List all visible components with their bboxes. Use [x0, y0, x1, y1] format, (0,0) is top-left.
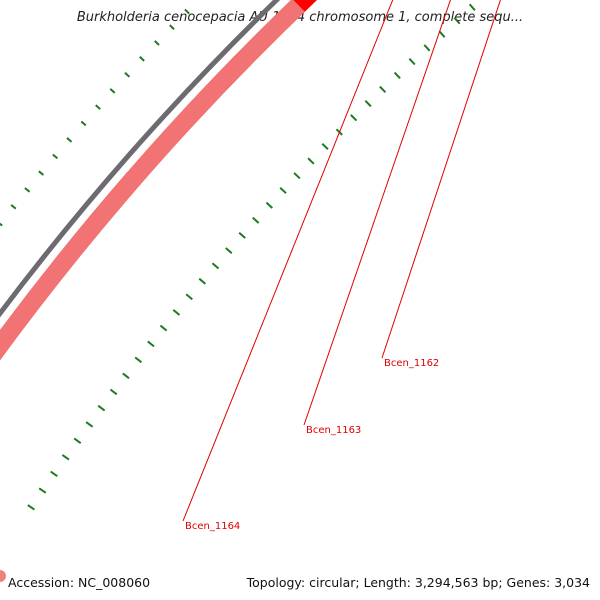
gene-label-leader — [381, 0, 501, 359]
gene-label: Bcen_1163 — [306, 425, 361, 436]
ruler-tick-outer — [80, 120, 87, 127]
ruler-tick-inner — [393, 71, 401, 80]
gene-label: Bcen_1162 — [384, 358, 439, 369]
ruler-tick-outer — [38, 170, 45, 176]
ruler-ticks — [0, 3, 476, 511]
ruler-tick-inner — [134, 356, 143, 364]
ruler-tick-inner — [185, 293, 193, 301]
ruler-tick-inner — [122, 372, 130, 380]
ruler-tick-inner — [147, 340, 155, 348]
ruler-tick-inner — [408, 57, 416, 66]
ruler-tick-outer — [24, 187, 31, 193]
ruler-tick-outer — [95, 104, 101, 110]
ruler-tick-inner — [61, 454, 70, 461]
ruler-tick-outer — [66, 137, 73, 143]
ruler-tick-inner — [265, 201, 273, 209]
ruler-tick-inner — [109, 388, 118, 396]
feature-edge-marker — [0, 570, 6, 582]
ruler-tick-inner — [38, 487, 47, 494]
backbone-track — [0, 0, 281, 318]
ruler-tick-inner — [50, 470, 58, 477]
ruler-tick-inner — [252, 216, 260, 224]
ruler-tick-outer — [109, 88, 116, 94]
ruler-tick-outer — [139, 56, 145, 62]
ruler-tick-outer — [154, 40, 160, 46]
ruler-tick-inner — [468, 3, 476, 11]
gene-label-leader — [303, 0, 451, 426]
ruler-tick-inner — [350, 114, 358, 122]
ruler-tick-outer — [124, 72, 131, 78]
ruler-tick-inner — [423, 44, 431, 52]
accession-text: Accession: NC_008060 — [8, 575, 151, 590]
ruler-tick-inner — [279, 186, 287, 194]
ruler-tick-inner — [238, 231, 246, 239]
ruler-tick-outer — [10, 204, 17, 210]
ruler-tick-inner — [85, 421, 94, 428]
forward-feature-highlight — [0, 0, 305, 361]
ruler-tick-inner — [172, 309, 181, 316]
ruler-tick-inner — [27, 504, 35, 511]
ruler-tick-outer — [169, 24, 175, 30]
ruler-tick-inner — [293, 172, 301, 180]
ruler-tick-inner — [225, 247, 233, 254]
ruler-tick-inner — [379, 85, 387, 93]
ruler-tick-inner — [73, 437, 82, 444]
gene-label-leader — [182, 0, 394, 522]
feature-tracks — [0, 0, 318, 361]
ruler-tick-inner — [453, 17, 461, 25]
ruler-tick-outer — [52, 153, 59, 160]
ruler-tick-inner — [159, 324, 168, 332]
ruler-tick-outer — [0, 222, 3, 227]
ruler-tick-inner — [211, 262, 220, 270]
ruler-tick-inner — [97, 404, 106, 412]
ruler-tick-inner — [321, 142, 329, 150]
topology-summary: Topology: circular; Length: 3,294,563 bp… — [246, 575, 590, 590]
ruler-tick-inner — [364, 99, 372, 108]
gene-labels: Bcen_1162 Bcen_1163 Bcen_1164 — [182, 0, 501, 532]
ruler-tick-outer — [184, 8, 190, 15]
gene-label: Bcen_1164 — [185, 521, 240, 532]
forward-strand-segment — [0, 0, 318, 361]
ruler-tick-inner — [438, 30, 446, 38]
ruler-tick-inner — [198, 277, 207, 285]
ruler-tick-inner — [307, 157, 315, 165]
